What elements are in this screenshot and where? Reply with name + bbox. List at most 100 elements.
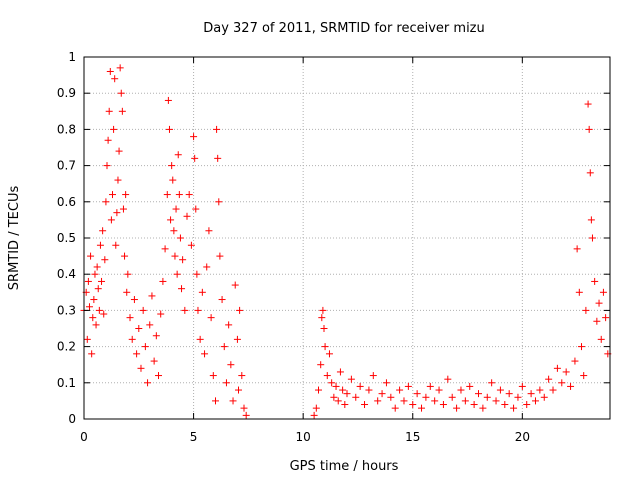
data-point: [404, 382, 412, 390]
data-point: [413, 390, 421, 398]
data-point: [330, 393, 338, 401]
data-point: [99, 227, 107, 235]
data-point: [580, 372, 588, 380]
y-tick-label: 0.2: [57, 340, 76, 354]
data-point: [369, 372, 377, 380]
data-point: [332, 382, 340, 390]
data-point: [328, 379, 336, 387]
data-point: [112, 241, 120, 249]
data-point: [152, 332, 160, 340]
data-point: [110, 125, 118, 133]
data-point: [527, 390, 535, 398]
data-point: [218, 296, 226, 304]
data-point: [108, 191, 116, 199]
data-point: [106, 67, 114, 75]
data-point: [209, 372, 217, 380]
axis-ticks: [83, 56, 610, 420]
y-tick-label: 0: [68, 412, 76, 426]
data-point: [148, 292, 156, 300]
data-point: [518, 382, 526, 390]
data-point: [165, 125, 173, 133]
data-point: [87, 252, 95, 260]
data-point: [593, 317, 601, 325]
y-tick-label: 1: [68, 50, 76, 64]
data-point: [93, 263, 101, 271]
chart-title: Day 327 of 2011, SRMTID for receiver miz…: [203, 21, 485, 36]
data-point: [133, 350, 141, 358]
data-point: [510, 404, 518, 412]
data-point: [597, 335, 605, 343]
data-point: [396, 386, 404, 394]
data-point: [105, 107, 113, 115]
data-point: [194, 306, 202, 314]
data-point: [176, 234, 184, 242]
data-point: [439, 401, 447, 409]
data-point: [320, 325, 328, 332]
x-tick-label: 10: [296, 430, 311, 444]
data-point: [571, 357, 579, 365]
data-point: [378, 390, 386, 398]
data-point: [170, 227, 178, 235]
data-point: [161, 245, 169, 253]
data-point: [113, 209, 121, 217]
y-tick-label: 0.5: [57, 231, 76, 245]
data-point: [183, 212, 191, 220]
data-point: [310, 411, 318, 419]
data-point: [235, 386, 243, 394]
data-point: [341, 401, 349, 409]
y-tick-label: 0.7: [57, 159, 76, 173]
data-point: [146, 321, 154, 329]
data-point: [179, 256, 187, 264]
data-point: [102, 198, 110, 206]
data-point: [214, 154, 222, 162]
y-tick-label: 0.3: [57, 303, 76, 317]
x-tick-label: 15: [405, 430, 420, 444]
data-point: [587, 216, 595, 224]
data-point: [549, 386, 557, 394]
data-point: [157, 310, 165, 318]
y-tick-labels: 0 0.1 0.2 0.3 0.4 0.5 0.6 0.7 0.8 0.9 1: [57, 50, 76, 426]
data-point: [501, 401, 509, 409]
data-point: [585, 125, 593, 133]
data-point: [336, 368, 344, 376]
data-point: [191, 154, 199, 162]
data-point: [483, 393, 491, 401]
data-point: [207, 314, 215, 322]
data-point: [409, 401, 417, 409]
data-point: [171, 252, 179, 260]
data-point: [588, 234, 596, 242]
data-point: [126, 314, 134, 322]
data-point: [444, 375, 452, 383]
data-point: [141, 343, 149, 351]
data-point: [315, 386, 323, 394]
data-point: [85, 303, 93, 311]
data-point: [100, 310, 108, 318]
data-point: [347, 375, 355, 383]
data-point: [479, 404, 487, 412]
data-point: [190, 133, 198, 141]
data-point: [352, 393, 360, 401]
data-point: [130, 296, 138, 304]
y-axis-label: SRMTID / TECUs: [7, 186, 22, 291]
data-point: [168, 162, 176, 170]
data-point: [586, 169, 594, 177]
data-point: [602, 314, 610, 322]
x-tick-labels: 0 5 10 15 20: [80, 430, 530, 444]
data-point: [164, 96, 172, 104]
data-point: [98, 277, 106, 285]
data-point: [198, 288, 206, 296]
data-point: [95, 306, 103, 314]
x-tick-label: 5: [190, 430, 198, 444]
data-point: [121, 252, 129, 260]
data-point: [488, 379, 496, 387]
data-point: [325, 350, 333, 358]
data-point: [514, 393, 522, 401]
data-point: [553, 364, 561, 372]
data-point: [96, 241, 104, 249]
data-point: [193, 270, 201, 278]
data-point: [382, 379, 390, 387]
data-point: [115, 147, 123, 155]
data-point: [91, 270, 99, 278]
